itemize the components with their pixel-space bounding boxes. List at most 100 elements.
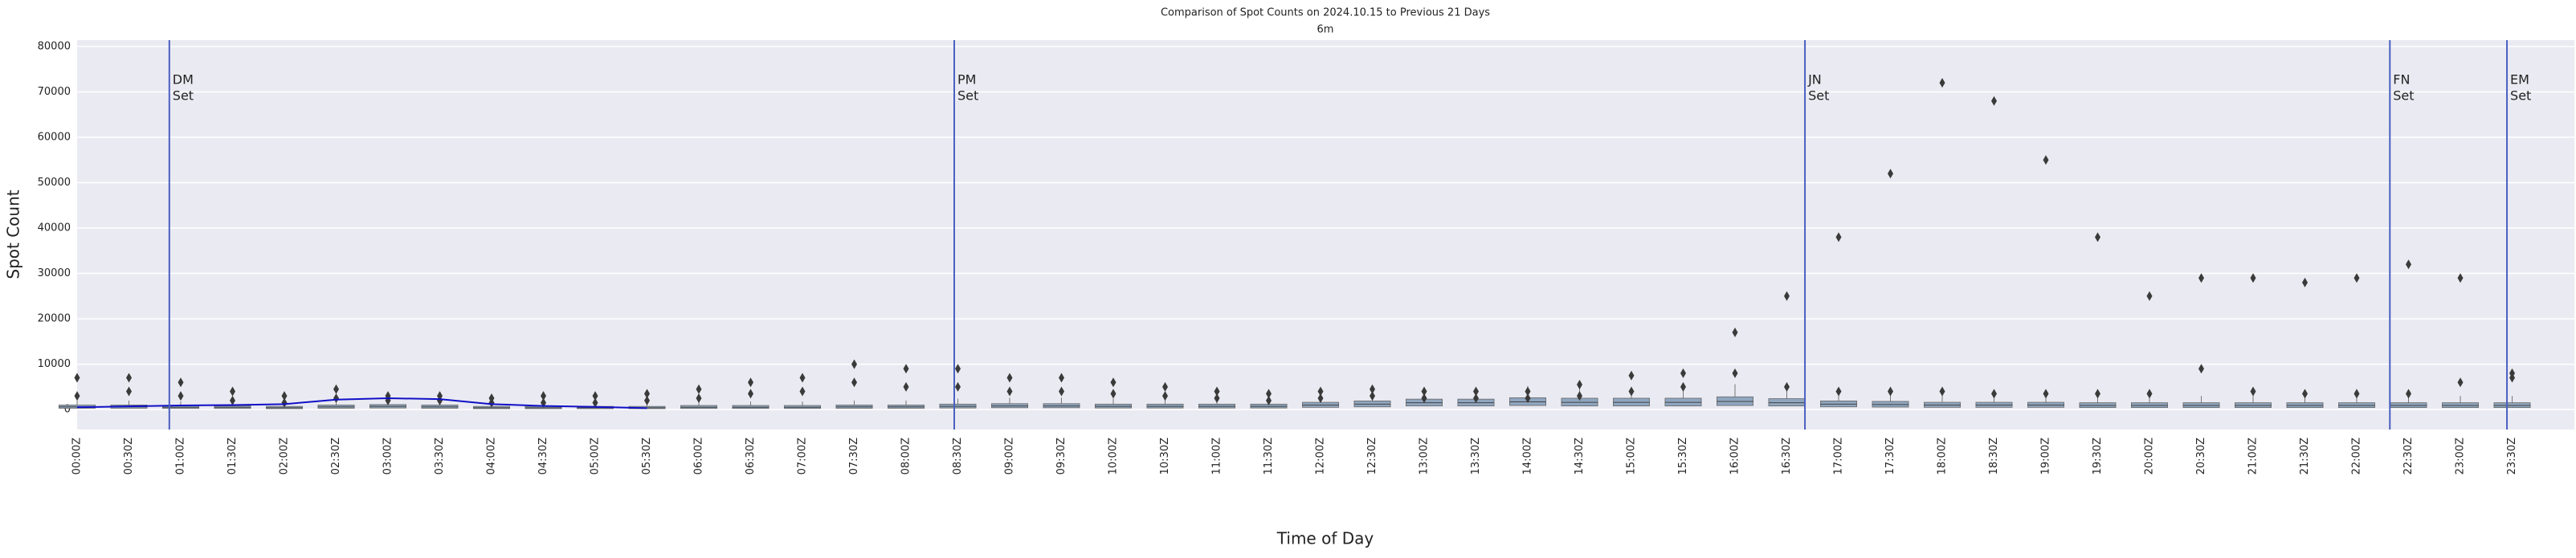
x-tick-label: 22:30Z — [2402, 438, 2415, 475]
annotation-label: Set — [173, 88, 194, 104]
outlier — [1991, 389, 1997, 399]
outlier — [2457, 377, 2464, 388]
outlier — [1110, 377, 1117, 388]
x-axis-label: Time of Day — [1276, 529, 1374, 548]
outlier — [178, 377, 184, 388]
outlier — [955, 364, 961, 374]
x-tick-label: 18:30Z — [1988, 438, 2000, 475]
x-tick-label: 10:00Z — [1108, 438, 1120, 475]
outlier — [1628, 370, 1635, 381]
outlier — [230, 395, 235, 405]
outlier — [2250, 386, 2256, 397]
y-tick-label: 40000 — [38, 222, 71, 234]
x-tick-label: 01:30Z — [227, 438, 239, 475]
outlier — [696, 393, 702, 403]
x-tick-label: 16:00Z — [1729, 438, 1741, 475]
outlier — [1006, 373, 1013, 383]
outlier — [799, 373, 806, 383]
outlier — [644, 395, 650, 405]
outlier — [2406, 259, 2411, 270]
x-tick-label: 05:30Z — [641, 438, 653, 475]
outlier — [126, 386, 132, 397]
annotation-label: Set — [2510, 88, 2531, 104]
outlier — [592, 397, 598, 408]
annotation-label: Set — [2393, 88, 2414, 104]
chart-title: Comparison of Spot Counts on 2024.10.15 … — [1161, 7, 1490, 19]
y-tick-label: 80000 — [38, 40, 71, 52]
x-tick-label: 04:30Z — [537, 438, 549, 475]
box — [1768, 398, 1806, 407]
x-tick-label: 05:00Z — [590, 438, 602, 475]
outlier — [1421, 393, 1427, 403]
outlier — [903, 364, 909, 374]
x-tick-label: 03:30Z — [434, 438, 446, 475]
x-tick-label: 11:00Z — [1211, 438, 1223, 475]
outlier — [1680, 368, 1686, 378]
outlier — [2043, 389, 2049, 399]
annotation-label: FN — [2393, 72, 2410, 88]
outlier — [2095, 389, 2100, 399]
outlier — [644, 389, 650, 399]
y-tick-label: 30000 — [38, 267, 71, 279]
outlier — [1059, 373, 1064, 383]
outlier — [1577, 391, 1582, 401]
x-tick-label: 15:00Z — [1626, 438, 1638, 475]
x-tick-label: 21:00Z — [2247, 438, 2260, 475]
outlier — [333, 384, 339, 394]
outlier — [488, 397, 495, 408]
outlier — [541, 391, 546, 401]
x-tick-label: 08:30Z — [952, 438, 964, 475]
annotation-label: DM — [173, 72, 194, 88]
y-tick-label: 70000 — [38, 86, 71, 98]
x-tick-label: 20:00Z — [2144, 438, 2156, 475]
outlier — [748, 389, 753, 399]
outlier — [955, 381, 961, 392]
x-tick-label: 07:00Z — [797, 438, 809, 475]
outlier — [1784, 381, 1790, 392]
annotation-label: EM — [2510, 72, 2529, 88]
y-tick-label: 60000 — [38, 131, 71, 143]
outlier — [799, 386, 806, 397]
outlier — [1162, 391, 1168, 401]
annotation-label: Set — [1808, 88, 1829, 104]
outlier — [1006, 386, 1013, 397]
outlier — [1317, 386, 1324, 397]
outlier — [2354, 273, 2360, 283]
outlier — [1835, 386, 1842, 397]
y-axis-label: Spot Count — [4, 189, 23, 279]
y-tick-label: 0 — [64, 404, 71, 416]
outlier — [230, 386, 235, 397]
x-tick-label: 13:30Z — [1470, 438, 1482, 475]
x-tick-label: 19:00Z — [2040, 438, 2052, 475]
x-tick-label: 01:00Z — [175, 438, 187, 475]
x-tick-label: 02:00Z — [279, 438, 291, 475]
outlier — [1680, 381, 1686, 392]
outlier — [1370, 391, 1375, 401]
outlier — [1525, 393, 1531, 403]
x-tick-label: 17:30Z — [1884, 438, 1896, 475]
outlier — [2509, 373, 2515, 383]
outlier — [1835, 232, 1842, 242]
outlier — [1421, 386, 1427, 397]
outlier — [696, 384, 702, 394]
today-line — [76, 397, 647, 409]
outlier — [1525, 386, 1531, 397]
outlier — [2302, 277, 2308, 287]
x-tick-label: 15:30Z — [1677, 438, 1689, 475]
outlier — [1991, 96, 1997, 106]
outlier — [281, 397, 288, 408]
x-tick-label: 11:30Z — [1263, 438, 1275, 475]
x-tick-label: 00:30Z — [123, 438, 135, 475]
outlier — [2095, 232, 2100, 242]
outlier — [1939, 78, 1945, 88]
annotation-label: Set — [957, 88, 978, 104]
outlier — [1317, 393, 1324, 403]
annotation-label: JN — [1807, 72, 1822, 88]
outlier — [851, 359, 857, 369]
y-tick-label: 20000 — [38, 313, 71, 325]
x-tick-label: 08:00Z — [900, 438, 912, 475]
outlier — [1266, 389, 1272, 399]
plot-area — [77, 40, 2574, 430]
x-tick-label: 14:00Z — [1522, 438, 1534, 475]
x-tick-label: 09:00Z — [1004, 438, 1016, 475]
